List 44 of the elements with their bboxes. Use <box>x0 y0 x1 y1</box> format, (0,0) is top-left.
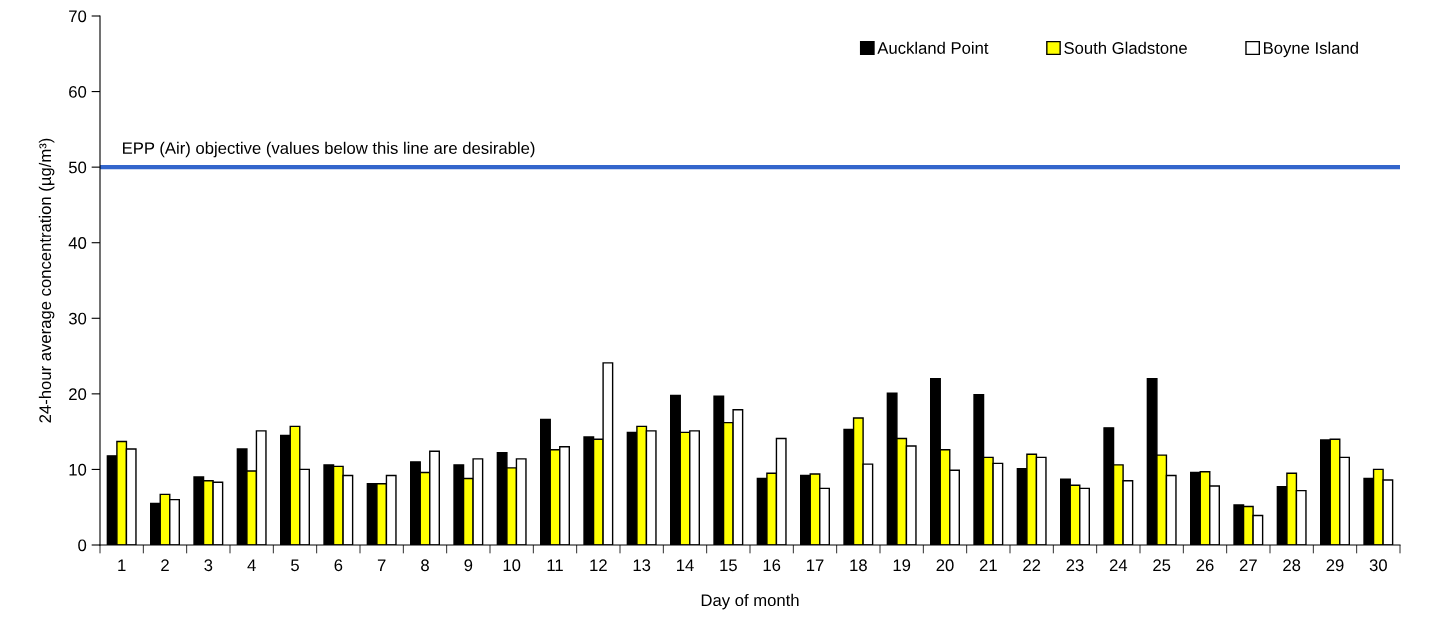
x-tick-label: 12 <box>590 559 607 571</box>
y-tick-label: 70 <box>69 10 87 23</box>
x-tick-label: 16 <box>763 559 781 572</box>
x-tick-label: 3 <box>204 559 213 572</box>
x-tick-label: 11 <box>547 559 563 571</box>
x-tick-label: 15 <box>720 559 737 572</box>
x-tick-label: 24 <box>1109 559 1128 571</box>
x-tick-label: 25 <box>1153 559 1171 572</box>
x-tick-label: 9 <box>464 559 473 572</box>
x-tick-label: 28 <box>1283 559 1301 572</box>
x-tick-label: 13 <box>633 559 651 572</box>
x-tick-label: 20 <box>936 559 954 572</box>
x-tick-label: 29 <box>1326 559 1344 572</box>
x-tick-label: 6 <box>334 559 343 572</box>
x-tick-label: 5 <box>291 559 299 572</box>
y-tick-label: 0 <box>78 539 87 552</box>
legend-label: Boyne Island <box>1264 41 1358 58</box>
x-tick-label: 18 <box>850 559 867 572</box>
y-tick-label: 40 <box>68 237 87 249</box>
x-tick-label: 10 <box>503 559 521 572</box>
x-tick-label: 2 <box>161 559 169 571</box>
x-tick-label: 30 <box>1369 559 1387 572</box>
x-tick-label: 22 <box>1023 559 1041 571</box>
x-tick-label: 19 <box>893 559 911 572</box>
x-tick-label: 17 <box>807 559 824 571</box>
x-tick-label: 21 <box>979 559 997 571</box>
y-axis-title: 24-hour average concentration (µg/m³) <box>38 138 55 423</box>
ref-line-label: EPP (Air) objective (values below this line are desirable) <box>123 141 535 158</box>
x-tick-label: 14 <box>677 559 694 571</box>
x-tick-label: 23 <box>1066 559 1084 572</box>
y-tick-label: 60 <box>69 85 87 98</box>
x-tick-label: 7 <box>377 559 386 571</box>
y-tick-label: 50 <box>68 161 87 174</box>
x-tick-label: 8 <box>421 559 429 572</box>
x-axis-title: Day of month <box>701 593 799 610</box>
legend-label: Auckland Point <box>877 41 989 54</box>
y-tick-label: 20 <box>69 388 87 401</box>
x-tick-label: 4 <box>247 559 256 571</box>
x-tick-label: 26 <box>1196 559 1214 572</box>
x-tick-label: 27 <box>1239 559 1257 571</box>
x-tick-label: 1 <box>118 559 126 571</box>
y-tick-label: 30 <box>68 312 87 325</box>
y-tick-label: 10 <box>69 463 87 476</box>
legend-label: South Gladstone <box>1064 41 1187 54</box>
